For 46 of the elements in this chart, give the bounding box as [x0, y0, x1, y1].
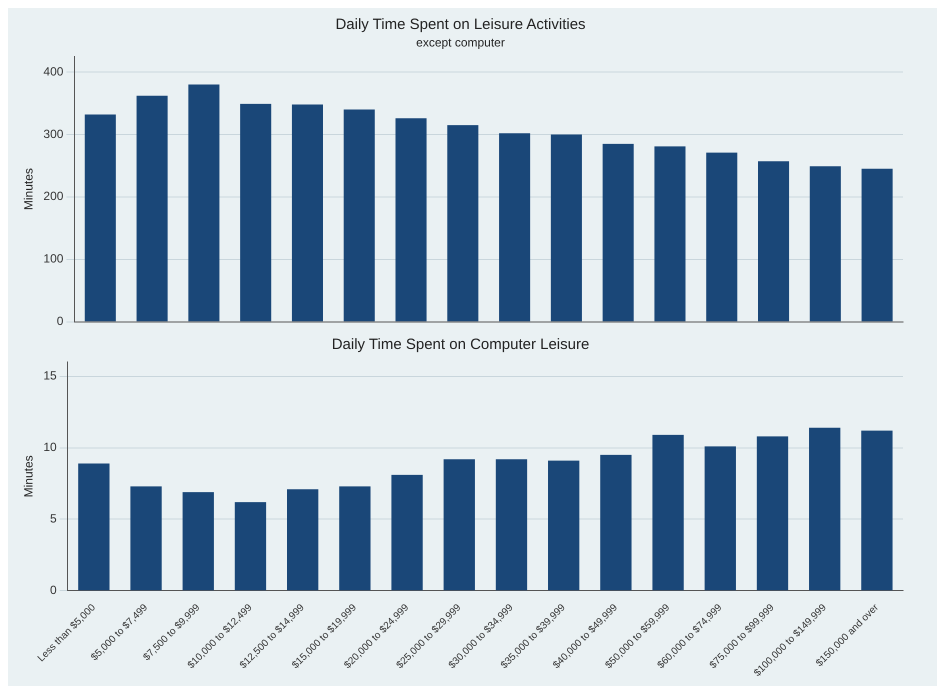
y-tick-label: 10 — [43, 440, 58, 454]
y-tick-label: 200 — [43, 189, 64, 204]
y-tick-label: 300 — [43, 126, 64, 141]
bar — [654, 146, 686, 322]
bar — [395, 118, 427, 322]
y-tick-label: 100 — [43, 252, 64, 266]
bar — [344, 109, 375, 322]
bar — [130, 486, 162, 590]
bar — [182, 492, 214, 590]
bar — [444, 459, 475, 590]
chart-subtitle: except computer — [416, 36, 505, 50]
bar — [84, 114, 116, 322]
bar — [339, 486, 371, 590]
bar — [704, 446, 736, 590]
bar — [292, 104, 323, 322]
bar — [550, 134, 582, 322]
bar — [810, 166, 841, 322]
bar — [447, 125, 478, 322]
bar — [602, 144, 634, 322]
bar — [188, 84, 220, 322]
y-tick-label: 0 — [50, 583, 58, 598]
bar — [862, 168, 893, 322]
bar — [136, 96, 168, 322]
chart-title: Daily Time Spent on Leisure Activities — [335, 16, 586, 34]
bar — [706, 152, 738, 322]
y-tick-label: 0 — [56, 314, 64, 328]
bar — [234, 502, 266, 590]
bar — [861, 430, 893, 590]
y-axis-title: Minutes — [22, 455, 36, 498]
bar — [600, 454, 632, 590]
bar — [548, 460, 580, 590]
bar — [652, 434, 684, 590]
bar — [287, 489, 318, 590]
y-tick-label: 400 — [43, 64, 64, 78]
chart-title: Daily Time Spent on Computer Leisure — [332, 336, 590, 354]
bar — [78, 463, 110, 590]
bar — [499, 133, 530, 322]
bar — [496, 459, 528, 590]
y-tick-label: 15 — [43, 368, 58, 383]
bar — [809, 428, 840, 590]
bar — [391, 474, 423, 590]
bar — [758, 161, 790, 322]
y-axis-title: Minutes — [22, 168, 36, 210]
bar — [240, 104, 272, 322]
y-tick-label: 5 — [50, 512, 58, 526]
bar — [756, 436, 788, 590]
